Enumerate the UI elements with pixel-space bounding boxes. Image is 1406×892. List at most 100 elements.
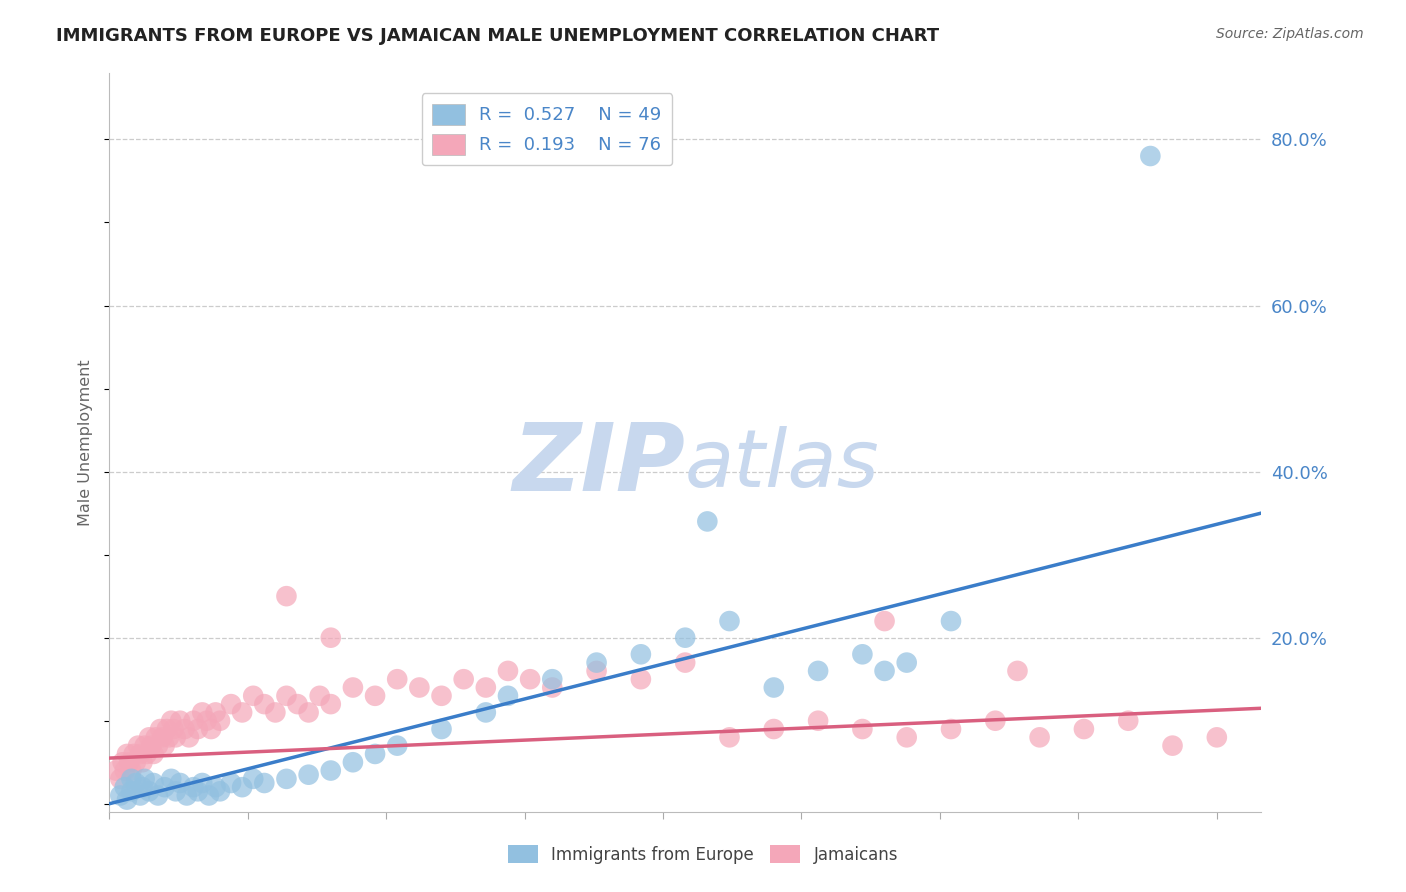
Point [134, 739, 156, 753]
Point [453, 672, 475, 686]
Point [984, 714, 1007, 728]
Point [387, 672, 409, 686]
Point [200, 722, 222, 736]
Point [152, 731, 174, 745]
Point [342, 681, 364, 695]
Point [134, 772, 156, 786]
Point [219, 697, 242, 711]
Point [1116, 714, 1139, 728]
Text: atlas: atlas [685, 425, 880, 504]
Point [153, 739, 176, 753]
Point [364, 747, 387, 761]
Point [208, 714, 231, 728]
Point [153, 780, 176, 794]
Point [896, 731, 918, 745]
Point [718, 731, 741, 745]
Point [519, 672, 541, 686]
Point [162, 722, 184, 736]
Point [125, 776, 148, 790]
Point [129, 789, 152, 803]
Point [939, 722, 962, 736]
Point [1205, 731, 1227, 745]
Point [138, 784, 160, 798]
Point [111, 756, 134, 770]
Point [541, 672, 564, 686]
Point [264, 706, 287, 720]
Point [131, 780, 153, 794]
Point [135, 747, 157, 761]
Point [475, 681, 498, 695]
Point [630, 672, 652, 686]
Point [120, 784, 142, 798]
Point [308, 689, 330, 703]
Point [204, 780, 226, 794]
Point [319, 764, 342, 778]
Point [430, 722, 453, 736]
Point [115, 747, 138, 761]
Point [146, 789, 169, 803]
Point [851, 648, 873, 662]
Point [114, 764, 136, 778]
Point [807, 664, 830, 678]
Point [122, 747, 145, 761]
Point [231, 706, 253, 720]
Point [157, 731, 180, 745]
Point [851, 722, 873, 736]
Point [120, 764, 142, 778]
Point [630, 648, 652, 662]
Point [696, 515, 718, 529]
Point [253, 776, 276, 790]
Point [129, 747, 152, 761]
Point [939, 614, 962, 628]
Point [104, 764, 127, 778]
Point [276, 589, 298, 603]
Point [297, 768, 319, 782]
Point [160, 714, 183, 728]
Point [191, 706, 214, 720]
Point [169, 776, 191, 790]
Point [319, 697, 342, 711]
Point [387, 739, 409, 753]
Point [408, 681, 430, 695]
Point [718, 614, 741, 628]
Point [198, 789, 221, 803]
Point [364, 689, 387, 703]
Point [242, 772, 264, 786]
Point [1161, 739, 1184, 753]
Point [762, 681, 785, 695]
Point [475, 706, 498, 720]
Text: Source: ZipAtlas.com: Source: ZipAtlas.com [1216, 27, 1364, 41]
Text: IMMIGRANTS FROM EUROPE VS JAMAICAN MALE UNEMPLOYMENT CORRELATION CHART: IMMIGRANTS FROM EUROPE VS JAMAICAN MALE … [56, 27, 939, 45]
Point [177, 731, 200, 745]
Point [873, 614, 896, 628]
Point [807, 714, 830, 728]
Point [110, 772, 132, 786]
Point [173, 722, 195, 736]
Point [115, 792, 138, 806]
Point [145, 731, 167, 745]
Point [231, 780, 253, 794]
Point [541, 681, 564, 695]
Point [118, 756, 141, 770]
Point [585, 664, 607, 678]
Y-axis label: Male Unemployment: Male Unemployment [79, 359, 93, 526]
Point [169, 714, 191, 728]
Point [141, 739, 163, 753]
Point [276, 689, 298, 703]
Point [276, 772, 298, 786]
Point [673, 656, 696, 670]
Point [496, 689, 519, 703]
Point [165, 784, 187, 798]
Point [762, 722, 785, 736]
Point [114, 780, 136, 794]
Point [183, 780, 205, 794]
Point [165, 731, 187, 745]
Point [1139, 149, 1161, 163]
Point [195, 714, 218, 728]
Point [146, 739, 169, 753]
Point [873, 664, 896, 678]
Point [208, 784, 231, 798]
Point [127, 739, 149, 753]
Point [430, 689, 453, 703]
Point [183, 714, 205, 728]
